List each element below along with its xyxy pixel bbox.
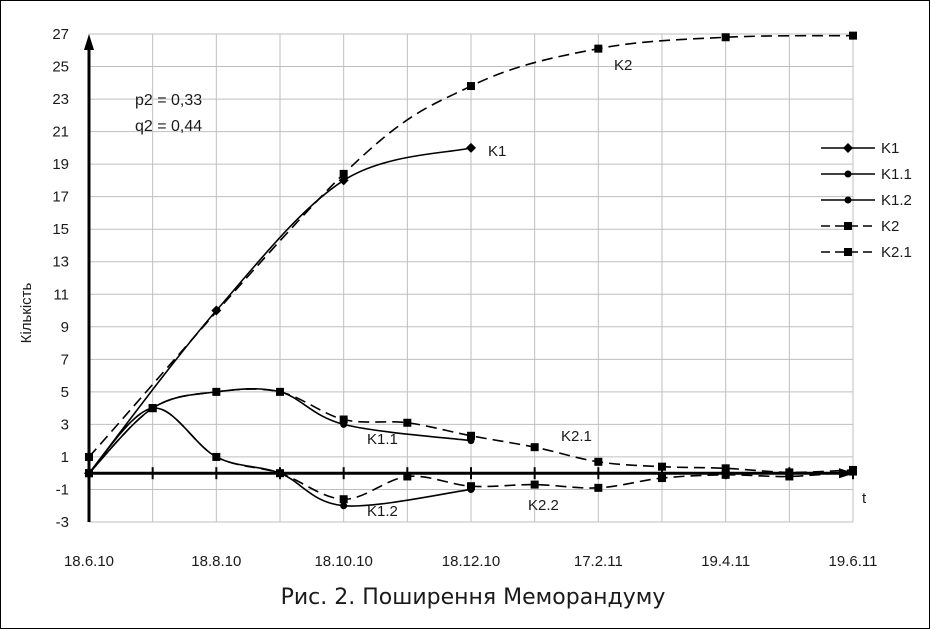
legend-marker xyxy=(843,143,853,153)
series-label: K1.1 xyxy=(367,431,398,448)
data-point xyxy=(849,31,857,40)
legend-marker xyxy=(844,170,852,178)
legend-marker xyxy=(844,248,852,256)
y-tick-label: 23 xyxy=(52,91,69,108)
x-tick-label: 18.8.10 xyxy=(191,553,241,570)
series-k2-2 xyxy=(85,404,857,504)
y-tick-label: 13 xyxy=(52,254,69,271)
data-point xyxy=(658,474,666,483)
series-k2 xyxy=(85,31,857,461)
figure-caption: Рис. 2. Поширення Меморандуму xyxy=(281,585,666,610)
data-point xyxy=(721,464,730,473)
y-tick-label: 27 xyxy=(52,26,69,43)
data-point xyxy=(849,467,857,476)
data-point xyxy=(85,452,93,461)
data-point xyxy=(276,387,284,396)
y-tick-label: 7 xyxy=(61,351,69,368)
x-axis-title: t xyxy=(862,490,867,507)
legend-label: K1 xyxy=(881,140,899,157)
x-tick-label: 19.6.11 xyxy=(829,553,878,570)
x-tick-label: 18.12.10 xyxy=(442,553,500,570)
y-tick-label: -1 xyxy=(56,481,69,498)
data-point xyxy=(594,457,603,466)
data-point xyxy=(403,418,412,427)
data-point xyxy=(785,472,794,481)
x-axis-arrow xyxy=(839,468,855,479)
y-tick-label: 5 xyxy=(61,384,69,401)
legend-label: K1.1 xyxy=(881,166,912,183)
y-tick-label: 15 xyxy=(52,221,69,238)
series-label: K2.1 xyxy=(561,428,592,445)
annotation-q2: q2 = 0,44 xyxy=(135,118,202,135)
data-point xyxy=(340,502,348,510)
data-point xyxy=(339,415,348,424)
series-label: K2 xyxy=(614,57,632,74)
data-point xyxy=(212,387,221,396)
data-point xyxy=(467,82,475,91)
data-point xyxy=(466,142,476,153)
data-point xyxy=(148,404,157,413)
series-label: K2.2 xyxy=(528,497,559,514)
data-point xyxy=(721,33,730,42)
series-line xyxy=(88,147,472,474)
legend-marker xyxy=(844,222,852,230)
x-tick-label: 18.10.10 xyxy=(314,553,372,570)
data-point xyxy=(467,482,475,491)
y-tick-label: 11 xyxy=(53,286,69,303)
legend-label: K2.1 xyxy=(881,244,912,261)
y-axis-title: Кількість xyxy=(18,282,35,343)
data-point xyxy=(339,169,348,178)
data-point xyxy=(721,470,730,479)
legend: K1 K1.1 K1.2 K2 K2.1 xyxy=(821,140,912,261)
legend-marker xyxy=(844,196,852,204)
data-point xyxy=(339,495,348,504)
data-point xyxy=(658,462,666,471)
data-point xyxy=(530,443,539,452)
data-point xyxy=(594,483,603,492)
data-point xyxy=(212,452,221,461)
y-tick-label: 17 xyxy=(52,189,69,206)
series-label: K1.2 xyxy=(367,503,398,520)
annotation-p2: p2 = 0,33 xyxy=(135,92,202,109)
x-tick-label: 18.6.10 xyxy=(64,553,114,570)
y-tick-label: 21 xyxy=(52,124,69,141)
y-tick-label: 19 xyxy=(52,156,69,173)
data-point xyxy=(594,44,603,53)
legend-label: K2 xyxy=(881,218,899,235)
y-tick-label: 1 xyxy=(61,449,69,466)
data-point xyxy=(530,480,539,489)
y-axis-arrow xyxy=(84,34,94,50)
data-point xyxy=(785,468,794,477)
series-line xyxy=(88,407,854,501)
y-tick-label: 25 xyxy=(52,59,69,76)
data-point xyxy=(403,472,412,481)
data-point xyxy=(85,469,93,478)
gridlines xyxy=(88,33,854,523)
series-label: K1 xyxy=(488,143,506,160)
y-tick-label: 9 xyxy=(61,319,69,336)
x-tick-label: 17.2.11 xyxy=(574,553,623,570)
data-point xyxy=(338,175,349,186)
x-tick-label: 19.4.11 xyxy=(701,553,750,570)
legend-label: K1.2 xyxy=(881,192,912,209)
y-tick-label: 3 xyxy=(61,416,69,433)
y-tick-label: -3 xyxy=(56,514,69,531)
data-point xyxy=(276,469,284,478)
data-point xyxy=(467,431,475,440)
series-line xyxy=(88,34,854,458)
